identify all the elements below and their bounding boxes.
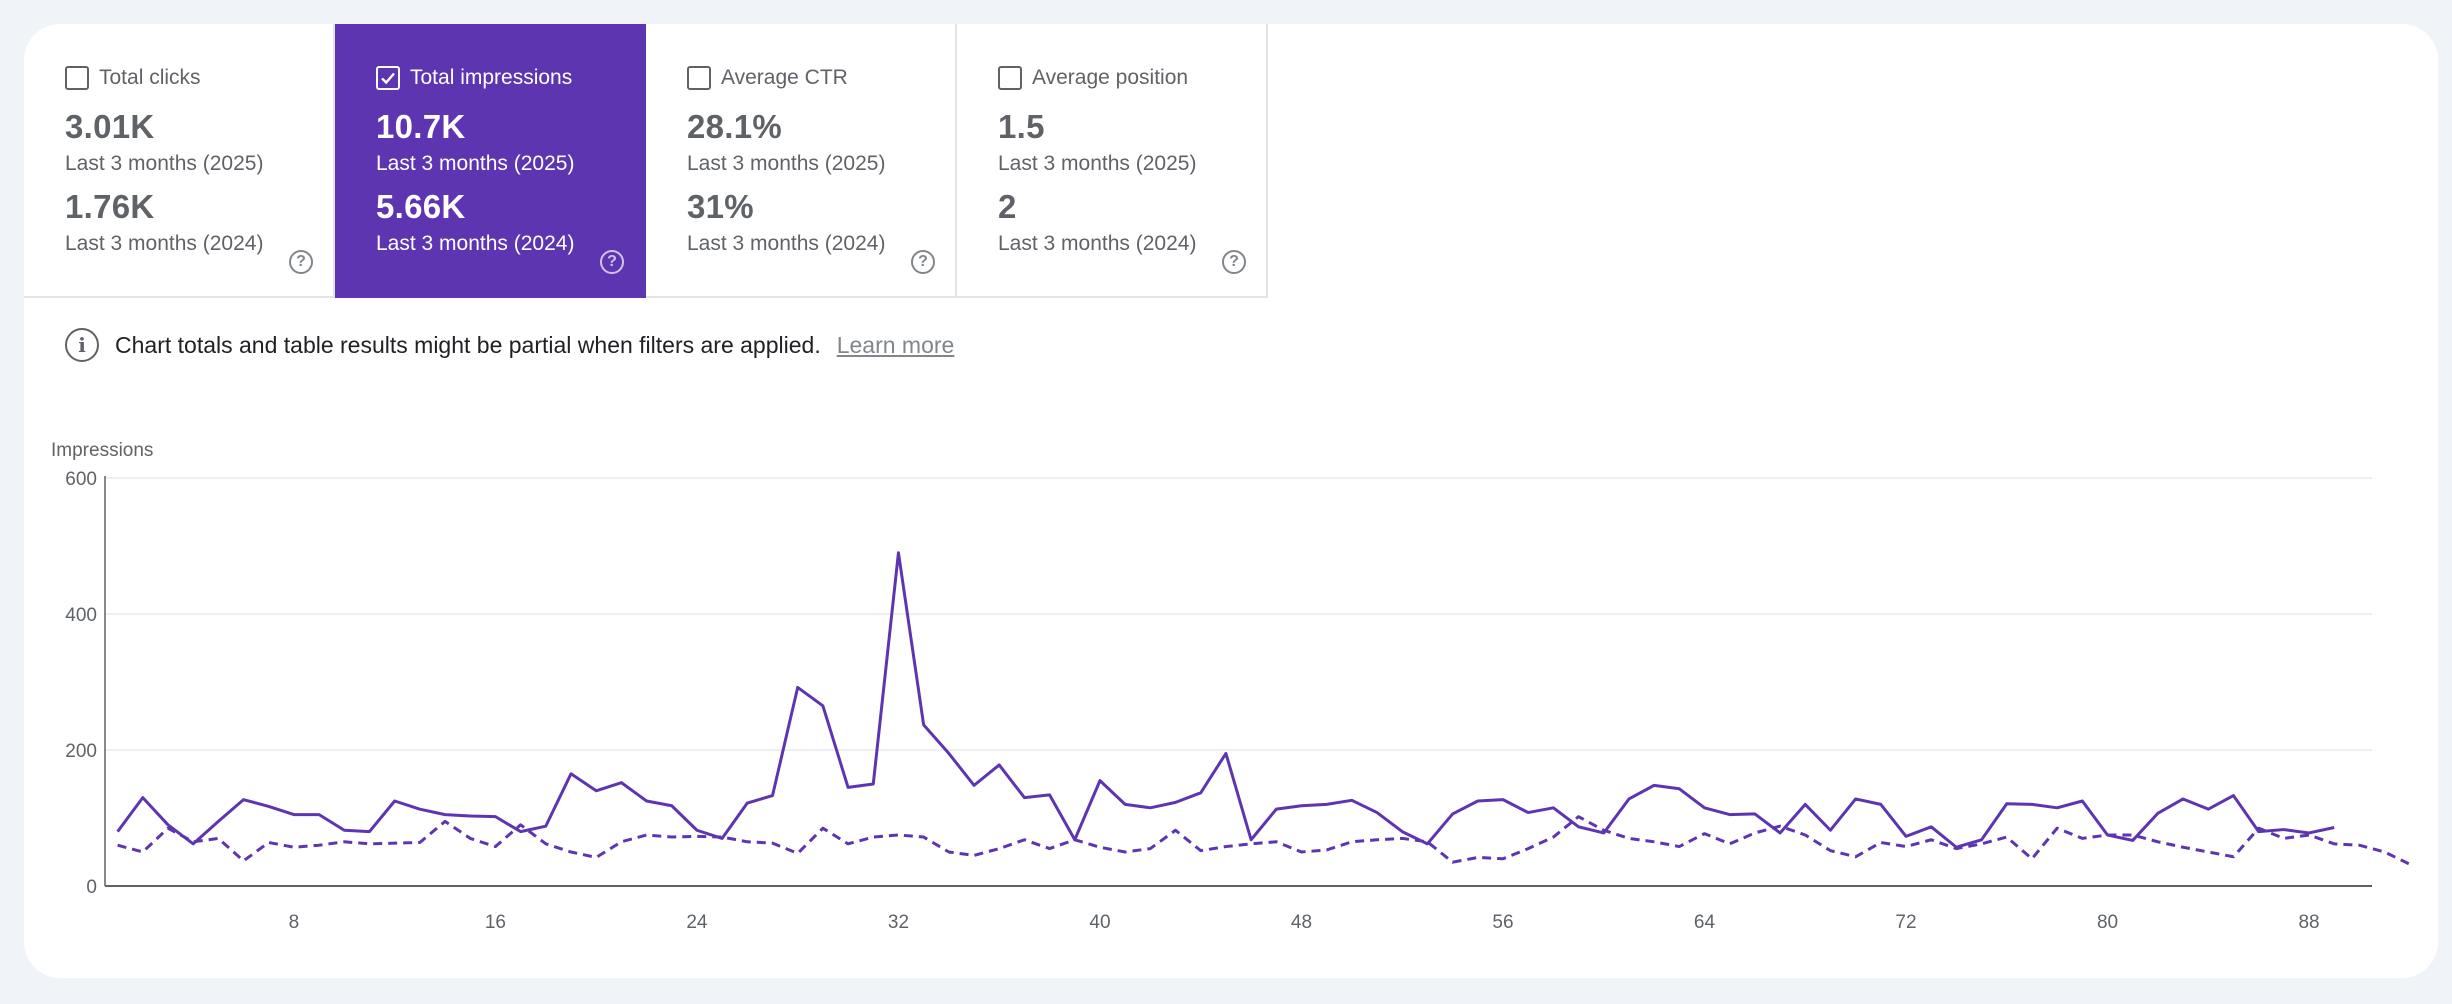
metric-label: Average CTR [721, 66, 848, 89]
x-tick-label: 48 [1291, 912, 1312, 933]
metric-label: Average position [1032, 66, 1189, 89]
series-line-2025 [116, 551, 2335, 849]
impressions-chart: Impressions 0 200 400 600 8 16 24 32 40 48 56 64 72 80… [51, 440, 2411, 933]
metric-value-2025: 3.01K [65, 108, 155, 145]
help-icon[interactable]: ? [911, 250, 935, 274]
metric-total-clicks[interactable]: Total clicks 3.01K Last 3 months (2025) … [24, 24, 335, 298]
checkbox-unchecked-icon[interactable] [998, 66, 1022, 90]
help-icon[interactable]: ? [600, 250, 624, 274]
metric-period-2024: Last 3 months (2024) [998, 232, 1197, 255]
notice-text: Chart totals and table results might be … [115, 331, 821, 358]
x-tick-label: 72 [1895, 912, 1916, 933]
series-line-2024 [117, 815, 2411, 866]
y-tick-label: 400 [65, 605, 97, 626]
metric-period-2025: Last 3 months (2025) [998, 152, 1197, 175]
metric-period-2025: Last 3 months (2025) [687, 152, 886, 175]
checkbox-checked-icon[interactable] [376, 66, 400, 90]
metric-value-2025: 10.7K [376, 108, 466, 145]
metric-value-2025: 28.1% [687, 108, 783, 145]
performance-card: Total clicks 3.01K Last 3 months (2025) … [24, 24, 2438, 978]
dashed-line-legend-icon [882, 200, 917, 203]
metric-period-2024: Last 3 months (2024) [65, 232, 264, 255]
metric-value-2024: 2 [998, 188, 1017, 225]
metric-average-ctr[interactable]: Average CTR 28.1% Last 3 months (2025) 3… [646, 24, 957, 298]
x-tick-label: 8 [289, 912, 300, 933]
metric-period-2024: Last 3 months (2024) [376, 232, 575, 255]
learn-more-link[interactable]: Learn more [836, 331, 955, 358]
checkbox-unchecked-icon[interactable] [65, 66, 89, 90]
y-tick-label: 0 [86, 877, 97, 898]
metric-label: Total impressions [410, 66, 573, 89]
y-axis-title: Impressions [51, 440, 153, 461]
solid-line-legend-icon [882, 122, 917, 125]
x-tick-label: 64 [1694, 912, 1716, 933]
x-tick-label: 40 [1089, 912, 1110, 933]
filter-notice: i Chart totals and table results might b… [65, 328, 954, 362]
metric-period-2024: Last 3 months (2024) [687, 232, 886, 255]
info-icon: i [65, 328, 99, 362]
metric-total-impressions[interactable]: Total impressions 10.7K Last 3 months (2… [335, 24, 917, 298]
metric-period-2025: Last 3 months (2025) [65, 152, 264, 175]
x-tick-label: 16 [485, 912, 506, 933]
y-tick-label: 200 [65, 741, 97, 762]
metric-period-2025: Last 3 months (2025) [376, 152, 575, 175]
y-tick-label: 600 [65, 469, 97, 490]
help-icon[interactable]: ? [289, 250, 313, 274]
x-tick-label: 88 [2298, 912, 2319, 933]
x-tick-label: 24 [686, 912, 708, 933]
metric-tabs: Total clicks 3.01K Last 3 months (2025) … [24, 24, 1268, 298]
metric-average-position[interactable]: Average position 1.5 Last 3 months (2025… [957, 24, 1268, 298]
metric-value-2024: 31% [687, 188, 754, 225]
x-tick-label: 56 [1492, 912, 1513, 933]
checkbox-unchecked-icon[interactable] [687, 66, 711, 90]
metric-label: Total clicks [99, 66, 201, 89]
metric-value-2024: 1.76K [65, 188, 155, 225]
metric-value-2024: 5.66K [376, 188, 466, 225]
x-tick-label: 80 [2097, 912, 2118, 933]
help-icon[interactable]: ? [1222, 250, 1246, 274]
x-tick-label: 32 [888, 912, 909, 933]
metric-value-2025: 1.5 [998, 108, 1045, 145]
